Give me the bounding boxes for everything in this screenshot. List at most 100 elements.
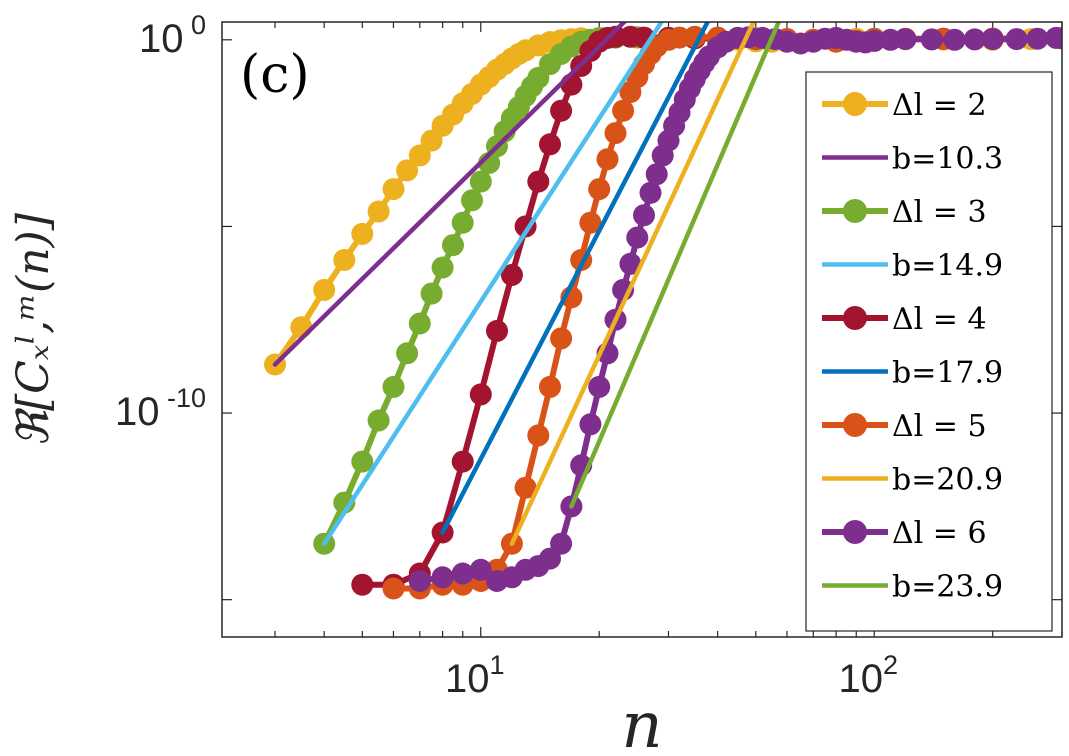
legend-label: Δl = 4 bbox=[892, 302, 987, 337]
series-line bbox=[569, 22, 782, 509]
data-point bbox=[420, 282, 443, 305]
data-point bbox=[920, 28, 943, 51]
legend-label: b=17.9 bbox=[892, 356, 1003, 391]
legend-label: b=10.3 bbox=[892, 142, 1003, 177]
data-point bbox=[313, 278, 336, 301]
data-point bbox=[981, 28, 1004, 51]
series-10 bbox=[569, 22, 782, 509]
x-tick-label: 101 bbox=[445, 650, 505, 701]
data-point bbox=[469, 383, 492, 406]
data-point bbox=[1005, 28, 1028, 51]
legend-label: Δl = 2 bbox=[892, 88, 987, 123]
legend-marker bbox=[843, 199, 867, 223]
data-point bbox=[963, 28, 986, 51]
data-point bbox=[382, 577, 405, 600]
legend-item: b=14.9 bbox=[822, 249, 1003, 284]
data-point bbox=[619, 252, 642, 275]
data-point bbox=[588, 375, 611, 398]
data-point bbox=[604, 122, 627, 145]
data-point bbox=[588, 178, 611, 201]
legend: Δl = 2 b=10.3 Δl = 3 b=14.9 Δl = 4 b=17.9 Δl =… bbox=[805, 71, 1053, 632]
data-point bbox=[408, 570, 431, 592]
data-point bbox=[351, 573, 374, 596]
legend-marker bbox=[843, 92, 867, 116]
data-point bbox=[431, 256, 454, 279]
panel-label: (c) bbox=[240, 45, 310, 105]
legend-item: Δl = 5 bbox=[822, 409, 987, 444]
data-point bbox=[333, 249, 356, 271]
legend-item: Δl = 6 bbox=[822, 516, 987, 551]
series-line bbox=[509, 22, 756, 546]
data-point bbox=[579, 211, 602, 234]
data-point bbox=[486, 319, 508, 342]
data-point bbox=[645, 163, 668, 186]
legend-label: Δl = 6 bbox=[892, 516, 987, 551]
data-point bbox=[351, 222, 374, 245]
data-point bbox=[408, 144, 431, 167]
series-line bbox=[440, 22, 711, 535]
data-point bbox=[461, 189, 483, 212]
y-tick-label: 10 0 bbox=[139, 10, 206, 61]
legend-marker bbox=[843, 520, 867, 544]
data-point bbox=[527, 170, 550, 193]
legend-item: Δl = 4 bbox=[822, 302, 987, 337]
legend-item: b=10.3 bbox=[822, 142, 1003, 177]
data-point bbox=[351, 450, 374, 473]
data-point bbox=[367, 200, 390, 223]
x-tick-label: 102 bbox=[838, 650, 898, 701]
legend-label: b=23.9 bbox=[892, 570, 1003, 605]
data-point bbox=[451, 450, 474, 473]
data-point bbox=[469, 170, 492, 193]
data-point bbox=[442, 234, 464, 257]
data-point bbox=[451, 562, 474, 585]
data-point bbox=[579, 413, 602, 436]
data-point bbox=[396, 159, 419, 182]
legend-marker bbox=[843, 306, 867, 330]
series-line bbox=[321, 22, 665, 546]
data-point bbox=[1026, 27, 1049, 50]
legend-label: b=20.9 bbox=[892, 463, 1003, 498]
data-point bbox=[633, 204, 655, 227]
y-tick-label: 10 -10 bbox=[115, 383, 206, 434]
series-4 bbox=[321, 22, 665, 546]
data-point bbox=[514, 476, 537, 499]
series-6 bbox=[440, 22, 711, 535]
tick-labels: 101 102 10 0 10 -10 bbox=[115, 10, 898, 701]
data-point bbox=[290, 316, 313, 339]
data-point bbox=[469, 558, 492, 581]
data-point bbox=[550, 532, 573, 555]
series-8 bbox=[509, 22, 756, 546]
legend-item: Δl = 2 bbox=[822, 88, 987, 123]
series-layer bbox=[264, 22, 1062, 600]
data-point bbox=[396, 342, 419, 365]
plot-frame bbox=[221, 21, 1063, 638]
series-2 bbox=[272, 22, 628, 367]
data-point bbox=[894, 28, 917, 51]
data-point bbox=[382, 178, 405, 201]
legend-item: b=23.9 bbox=[822, 570, 1003, 605]
data-point bbox=[431, 566, 454, 589]
data-point bbox=[550, 327, 573, 350]
data-point bbox=[451, 211, 474, 234]
data-point bbox=[596, 148, 619, 171]
data-point bbox=[367, 409, 390, 432]
data-point bbox=[639, 181, 662, 204]
data-point bbox=[560, 73, 583, 96]
data-point bbox=[539, 375, 561, 398]
data-point bbox=[943, 28, 966, 51]
data-point bbox=[1045, 26, 1062, 49]
data-point bbox=[626, 226, 649, 249]
legend-label: b=14.9 bbox=[892, 249, 1003, 284]
legend-label: Δl = 3 bbox=[892, 195, 987, 230]
data-point bbox=[863, 29, 886, 52]
data-point bbox=[408, 312, 431, 335]
x-axis-label: n bbox=[621, 689, 662, 756]
data-point bbox=[500, 264, 523, 286]
data-point bbox=[539, 133, 561, 156]
legend-marker bbox=[843, 413, 867, 437]
legend-item: b=20.9 bbox=[822, 463, 1003, 498]
data-point bbox=[612, 99, 635, 122]
series-line bbox=[272, 22, 628, 367]
legend-item: Δl = 3 bbox=[822, 195, 987, 230]
